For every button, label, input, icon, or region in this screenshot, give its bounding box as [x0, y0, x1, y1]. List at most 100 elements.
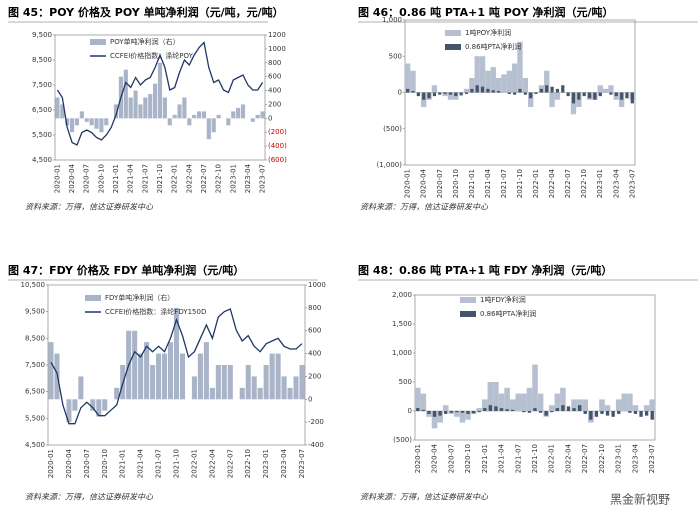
area-bar — [505, 409, 509, 411]
profit-bar — [78, 376, 84, 400]
profit-bar — [177, 104, 182, 119]
profit-bar — [299, 365, 305, 400]
y-tick-label: 5,500 — [32, 131, 52, 139]
area-bar — [455, 411, 459, 413]
legend-swatch — [90, 39, 106, 45]
x-tick-label: 2021-04 — [498, 443, 506, 473]
area-bar — [554, 393, 561, 411]
y2-tick-label: 0 — [308, 395, 312, 403]
area-bar — [550, 86, 554, 93]
profit-bar — [263, 365, 269, 400]
area-bar — [538, 411, 543, 413]
area-bar — [437, 411, 443, 423]
area-bar — [561, 405, 565, 411]
x-tick-label: 2023-04 — [280, 448, 288, 478]
area-bar — [431, 411, 438, 429]
area-bar — [498, 393, 505, 411]
profit-bar — [132, 330, 138, 400]
area-bar — [593, 92, 597, 100]
y2-tick-label: 1000 — [268, 45, 286, 53]
y2-tick-label: 1200 — [268, 31, 286, 39]
area-bar — [560, 387, 566, 411]
y2-tick-label: 400 — [268, 87, 281, 95]
area-bar — [459, 411, 466, 423]
y-tick-label: 500 — [389, 52, 402, 60]
y2-tick-label: 400 — [308, 350, 321, 358]
area-bar — [609, 92, 613, 95]
area-bar — [427, 92, 431, 99]
x-tick-label: 2020-01 — [53, 164, 61, 193]
profit-bar — [172, 114, 177, 119]
x-tick-label: 2023-01 — [229, 164, 237, 193]
area-bar — [490, 67, 496, 93]
profit-bar — [196, 111, 202, 119]
area-bar — [627, 393, 633, 411]
x-tick-label: 2022-01 — [548, 444, 556, 473]
area-bar — [555, 88, 560, 93]
area-bar — [506, 70, 512, 93]
x-tick-label: 2020-10 — [97, 164, 105, 193]
x-tick-label: 2022-07 — [564, 169, 572, 198]
y2-tick-label: 200 — [308, 372, 321, 380]
profit-bar — [231, 111, 236, 119]
area-bar — [594, 411, 599, 417]
profit-bar — [255, 114, 260, 119]
profit-bar — [144, 342, 150, 400]
profit-bar — [113, 104, 119, 119]
area-bar — [487, 382, 494, 411]
area-bar — [442, 405, 449, 411]
source-note: 资料来源：万得，信达证券研发中心 — [25, 493, 154, 502]
source-note: 资料来源：万得，信达证券研发中心 — [360, 203, 489, 212]
profit-bar — [191, 376, 197, 400]
x-tick-label: 2021-04 — [484, 168, 492, 198]
x-tick-label: 2022-04 — [208, 448, 216, 478]
area-bar — [577, 405, 582, 411]
area-bar — [494, 406, 498, 411]
y2-tick-label: 0 — [268, 114, 272, 122]
y-tick-label: 2,000 — [392, 291, 412, 299]
legend-swatch — [460, 297, 476, 303]
area-bar — [499, 408, 504, 411]
x-tick-label: 2021-07 — [141, 164, 149, 193]
x-tick-label: 2020-10 — [452, 169, 460, 198]
profit-bar — [156, 353, 162, 400]
source-note: 资料来源：万得，信达证券研发中心 — [360, 493, 489, 502]
profit-bar — [70, 118, 75, 133]
y2-tick-label: 800 — [308, 304, 321, 312]
area-bar — [620, 92, 624, 100]
legend-label: 0.86吨PTA净利润 — [480, 309, 536, 318]
area-bar — [522, 411, 526, 413]
area-bar — [526, 387, 533, 411]
x-tick-label: 2021-10 — [156, 164, 164, 193]
profit-bar — [269, 353, 275, 400]
area-bar — [583, 411, 587, 414]
y2-tick-label: (600) — [268, 156, 287, 164]
area-bar — [528, 92, 534, 107]
area-bar — [522, 78, 529, 93]
profit-bar — [48, 342, 54, 400]
area-bar — [447, 92, 454, 100]
profit-bar — [157, 62, 163, 119]
profit-bar — [72, 399, 78, 411]
chart-title: 图 48：0.86 吨 PTA+1 吨 FDY 净利润（元/吨） — [358, 263, 612, 277]
legend-label: 0.86吨PTA净利润 — [465, 42, 521, 51]
x-tick-label: 2021-01 — [481, 444, 489, 473]
profit-bar — [187, 118, 192, 126]
x-tick-label: 2022-07 — [200, 164, 208, 193]
y-tick-label: 7,500 — [25, 361, 45, 369]
area-bar — [537, 393, 544, 411]
area-bar — [615, 399, 622, 411]
area-bar — [466, 411, 470, 414]
area-bar — [523, 92, 527, 95]
area-bar — [566, 92, 570, 97]
area-bar — [544, 411, 548, 416]
y2-tick-label: 1000 — [308, 281, 326, 289]
x-tick-label: 2020-01 — [47, 449, 55, 478]
area-bar — [571, 92, 576, 104]
area-bar — [411, 91, 415, 93]
x-tick-label: 2023-04 — [612, 168, 620, 198]
profit-bar — [138, 353, 144, 400]
area-bar — [431, 85, 438, 93]
x-tick-label: 2020-07 — [83, 164, 91, 193]
x-tick-label: 2022-04 — [548, 168, 556, 198]
